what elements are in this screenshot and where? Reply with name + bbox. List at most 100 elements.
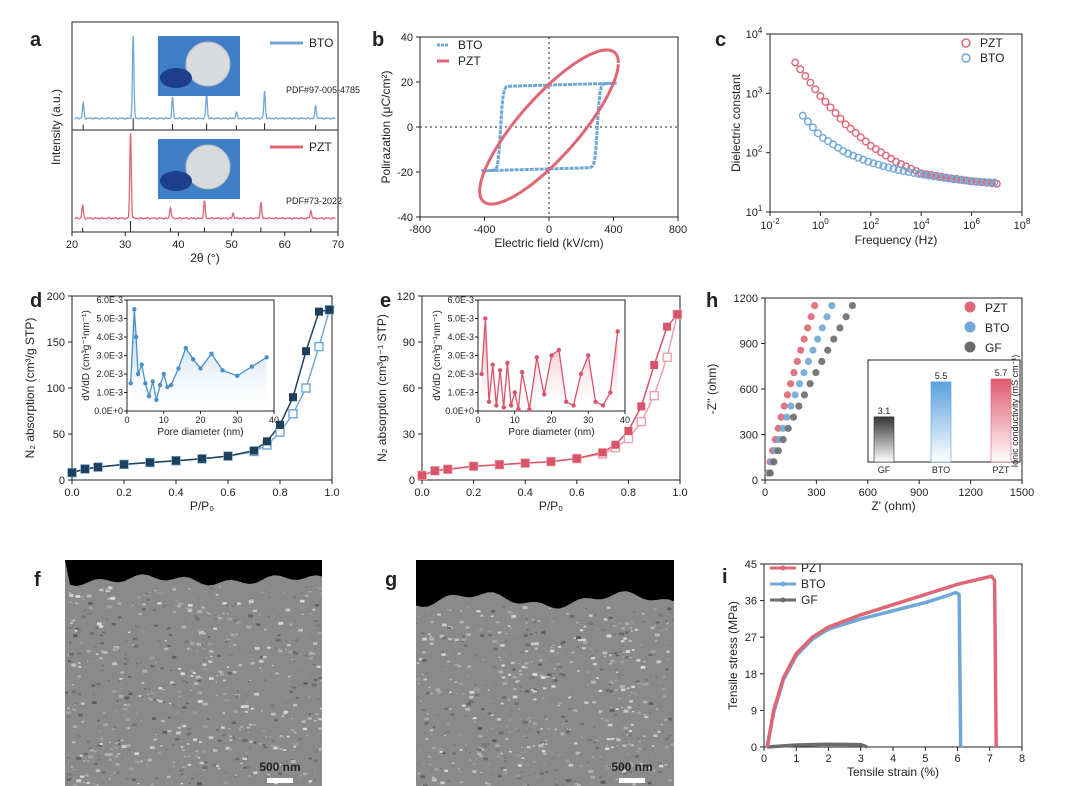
sem-grain: [653, 734, 658, 737]
sem-grain: [248, 600, 254, 604]
sem-grain: [572, 699, 576, 702]
data-point-bto: [779, 424, 787, 432]
sem-grain: [100, 621, 103, 623]
sem-grain: [655, 640, 658, 642]
sem-grain: [647, 620, 649, 622]
sem-grain: [672, 619, 674, 622]
sem-grain: [654, 633, 660, 637]
sem-grain: [570, 780, 573, 782]
sem-grain: [197, 610, 202, 614]
sem-grain: [633, 610, 636, 613]
sem-grain: [313, 779, 316, 781]
adsorption-point: [120, 460, 128, 469]
sem-grain: [303, 772, 308, 776]
inset-point: [501, 405, 506, 410]
data-point-gf: [800, 391, 809, 399]
sem-grain: [182, 765, 186, 769]
sem-grain: [261, 670, 263, 671]
panel-label-h: h: [706, 290, 718, 312]
sem-grain: [80, 775, 85, 778]
sem-grain: [231, 721, 236, 725]
sem-grain: [168, 702, 172, 705]
sem-grain: [435, 688, 441, 692]
sem-grain: [111, 586, 113, 588]
sem-grain: [500, 702, 504, 705]
sem-grain: [542, 687, 547, 690]
sem-grain: [606, 732, 609, 734]
y-tick-label: 45: [745, 559, 757, 571]
sem-grain: [98, 755, 101, 757]
sem-grain: [145, 593, 147, 594]
sem-grain: [663, 676, 665, 678]
sem-grain: [193, 615, 199, 618]
sem-grain: [587, 738, 592, 742]
sem-grain: [208, 660, 213, 663]
sem-grain: [132, 723, 137, 727]
sem-grain: [525, 763, 531, 766]
sem-grain: [464, 719, 467, 722]
sem-grain: [516, 774, 521, 777]
sem-grain: [525, 643, 531, 647]
sem-grain: [427, 608, 431, 611]
sem-grain: [622, 656, 625, 658]
sem-grain: [446, 722, 450, 725]
sem-grain: [465, 744, 467, 746]
sem-grain: [518, 670, 522, 672]
sem-grain: [218, 670, 223, 674]
sem-grain: [487, 689, 490, 691]
sem-grain: [538, 645, 540, 647]
sem-grain: [74, 708, 77, 710]
sem-grain: [467, 665, 472, 668]
sem-grain: [424, 717, 429, 721]
sem-grain: [294, 709, 297, 711]
sem-grain: [588, 691, 590, 693]
sem-grain: [215, 729, 219, 732]
sem-grain: [557, 652, 559, 654]
sem-grain: [149, 696, 151, 698]
sem-grain: [69, 642, 72, 644]
scale-bar-label: 500 nm: [611, 760, 652, 774]
sem-grain: [102, 782, 104, 784]
sem-grain: [263, 725, 266, 727]
sem-grain: [420, 700, 422, 702]
sem-grain: [564, 644, 567, 646]
sem-grain: [549, 752, 555, 755]
sem-grain: [121, 739, 124, 742]
sem-grain: [527, 784, 530, 786]
sem-grain: [278, 621, 284, 625]
sem-grain: [512, 668, 516, 671]
sem-grain: [101, 664, 105, 667]
sem-grain: [589, 648, 592, 650]
sem-grain: [626, 687, 630, 690]
sem-grain: [202, 632, 206, 635]
sem-grain: [489, 700, 491, 702]
sem-grain: [77, 675, 81, 678]
sem-grain: [203, 709, 206, 711]
sem-grain: [541, 659, 546, 662]
sem-grain: [88, 755, 93, 759]
sem-grain: [568, 778, 572, 780]
sem-grain: [473, 653, 479, 657]
x-axis-label: P/P₀: [539, 499, 563, 513]
sem-grain: [316, 624, 321, 628]
sem-grain: [181, 625, 187, 629]
sem-grain: [465, 626, 470, 629]
sem-grain: [624, 656, 629, 659]
y-tick-label: 0: [752, 475, 758, 487]
sem-grain: [65, 691, 68, 694]
sem-grain: [272, 765, 278, 768]
sem-grain: [660, 662, 663, 664]
sem-grain: [447, 626, 451, 630]
sem-grain: [318, 720, 320, 722]
data-point-bto: [924, 171, 933, 180]
sem-grain: [301, 720, 306, 723]
sem-grain: [508, 719, 511, 721]
photo-bto-membrane: [158, 36, 240, 96]
sem-grain: [452, 752, 457, 755]
sem-grain: [264, 642, 267, 644]
sem-grain: [621, 707, 624, 709]
sem-grain: [238, 650, 243, 653]
sem-grain: [459, 748, 463, 751]
y-tick-label: 104: [746, 26, 763, 41]
sem-grain: [68, 777, 72, 780]
